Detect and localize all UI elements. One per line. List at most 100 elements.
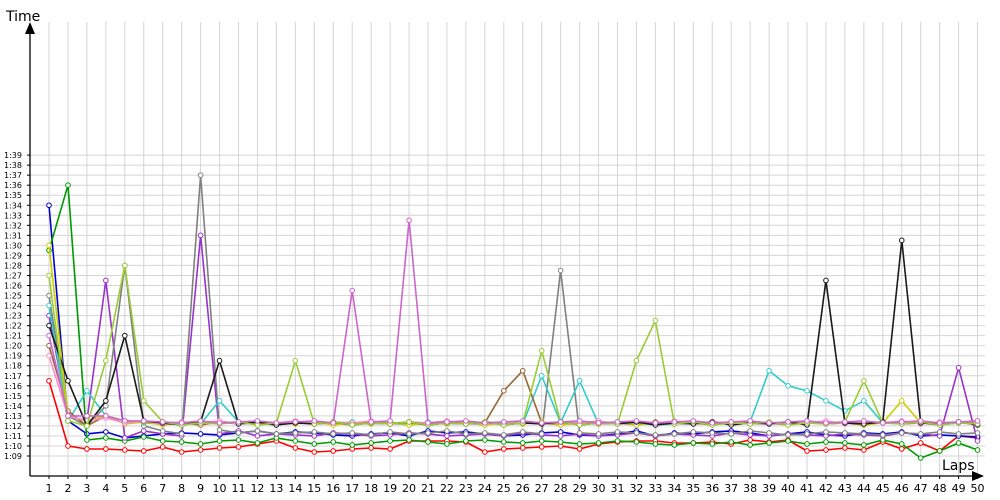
data-point [917,418,924,424]
data-point [898,237,905,244]
data-point [197,447,204,453]
data-point [501,419,507,425]
data-point [216,445,223,451]
data-point [65,443,71,449]
data-point [368,445,374,451]
data-point [785,432,791,438]
series-2 [46,202,981,441]
series-line [48,234,979,442]
y-tick-label: 1:25 [4,292,22,301]
axes [25,22,984,481]
x-tick-label: 20 [402,482,416,495]
data-point [292,445,299,451]
x-tick-labels: 1 2 3 4 5 6 7 8 9 10 11 12 13 14 15 16 17 18 19 20 21 22 23 24 2… [46,476,985,495]
x-tick-label: 40 [781,482,795,495]
data-point [349,287,356,294]
data-point [747,418,753,424]
data-point [936,429,943,435]
data-point [216,357,223,364]
data-point [633,430,640,436]
x-tick-label: 1 [46,482,53,495]
y-tick-label: 1:28 [4,261,22,270]
data-point [273,431,280,437]
x-tick-label: 35 [686,482,700,495]
data-point [652,317,659,324]
x-tick-label: 4 [102,482,109,495]
x-tick-label: 33 [648,482,662,495]
x-tick-label: 13 [269,482,283,495]
data-point [197,232,204,239]
x-tick-label: 42 [819,482,833,495]
data-point [898,419,905,425]
data-point [595,440,602,446]
data-point [633,357,640,364]
data-point [103,413,109,419]
data-point [519,429,526,435]
data-point [861,447,867,453]
data-point [197,418,204,424]
data-point [804,441,810,447]
data-point [387,438,393,444]
data-point [84,446,90,452]
data-point [519,418,526,424]
x-tick-label: 47 [914,482,928,495]
data-point [254,428,261,434]
data-point [576,430,583,436]
y-tick-label: 1:14 [4,402,22,411]
data-point [140,434,147,440]
y-tick-label: 1:31 [4,231,22,240]
x-tick-label: 38 [743,482,757,495]
data-point [823,447,829,453]
data-point [330,420,337,426]
data-point [671,442,678,448]
data-point [519,367,526,374]
data-point [861,418,867,424]
data-point [614,438,621,444]
y-tick-label: 1:39 [4,151,22,160]
data-point [330,431,337,437]
data-point [633,439,640,445]
data-point [84,388,90,394]
data-point [690,418,697,424]
series-line [48,174,978,436]
y-tick-label: 1:16 [4,382,22,391]
data-point [103,403,109,409]
data-point [387,446,393,452]
data-point [936,448,943,454]
data-point [482,420,488,426]
data-point [955,419,962,425]
data-point [387,429,393,435]
data-point [690,440,697,446]
data-point [766,430,772,436]
x-tick-label: 18 [364,482,378,495]
data-point [368,419,374,425]
data-point [103,357,109,364]
data-point [728,439,735,445]
data-point [122,447,128,453]
data-point [861,431,867,437]
x-tick-label: 31 [611,482,625,495]
data-point [273,420,280,426]
data-point [46,202,52,209]
data-point [519,445,526,451]
data-point [122,332,128,339]
data-point [501,432,507,438]
x-tick-label: 28 [554,482,568,495]
x-tick-label: 25 [497,482,511,495]
data-point [766,367,772,374]
series-line [48,184,978,459]
data-point [444,441,450,447]
data-point [292,430,299,436]
x-tick-label: 14 [288,482,302,495]
data-point [140,418,147,424]
data-point [709,420,716,426]
data-point [595,431,602,437]
data-point [311,429,318,435]
data-point [823,439,829,445]
data-point [103,398,109,404]
data-point [178,420,185,426]
data-point [501,388,507,394]
series-line [48,205,978,439]
data-point [917,431,924,437]
data-point [235,430,242,436]
